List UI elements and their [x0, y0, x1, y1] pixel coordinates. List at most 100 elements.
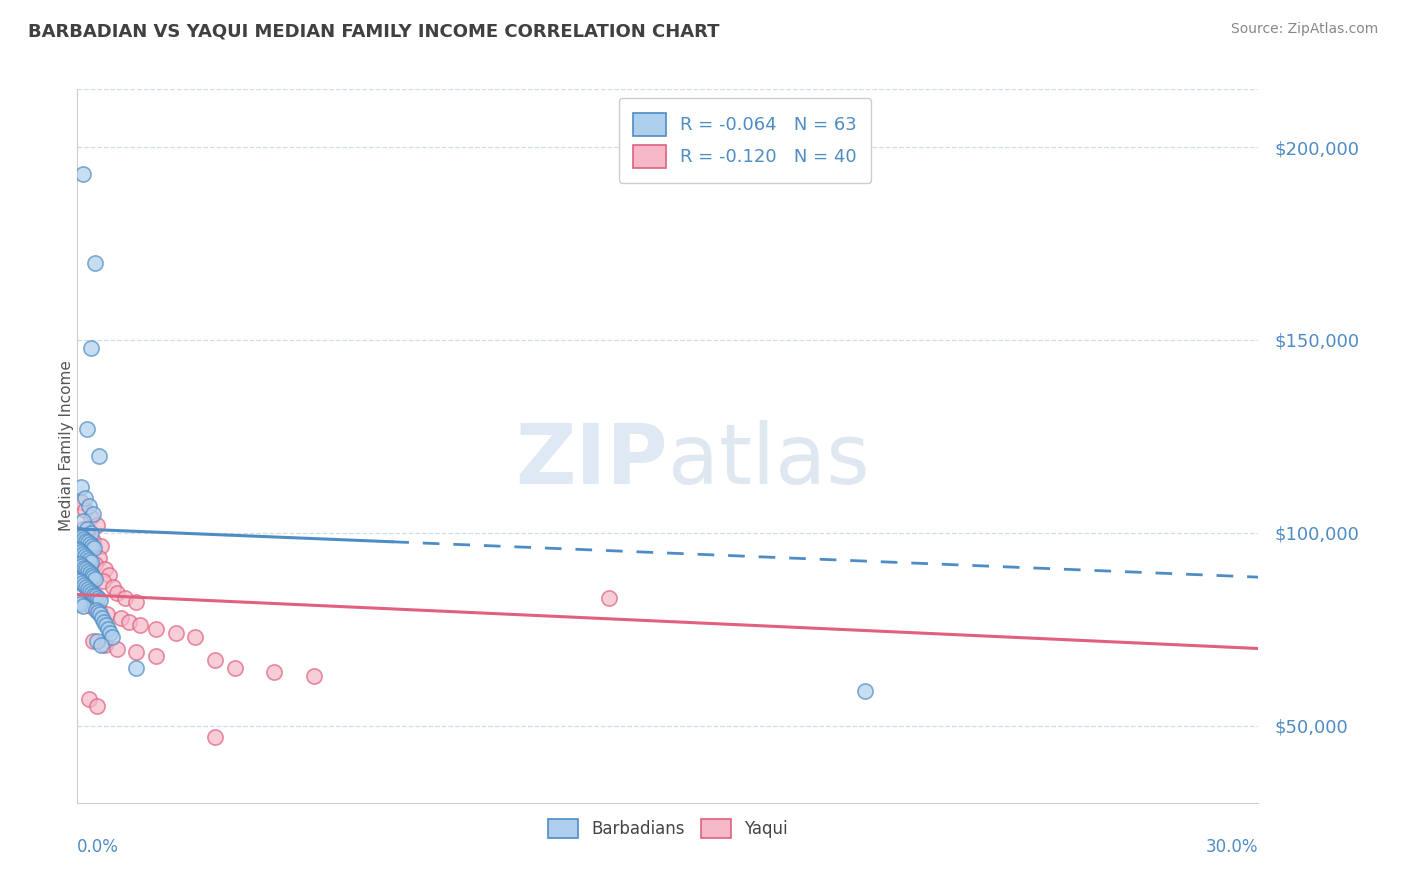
- Point: [69, 597, 91, 611]
- Point: [75, 491, 97, 505]
- Point: [86, 633, 108, 648]
- Point: [72, 560, 94, 574]
- Point: [117, 615, 139, 629]
- Text: ZIP: ZIP: [516, 420, 668, 500]
- Point: [204, 730, 226, 744]
- Point: [83, 541, 105, 556]
- Point: [101, 630, 124, 644]
- Point: [77, 691, 100, 706]
- Point: [82, 507, 104, 521]
- Point: [76, 527, 98, 541]
- Point: [77, 545, 100, 559]
- Point: [70, 558, 93, 573]
- Point: [75, 580, 97, 594]
- Point: [77, 582, 100, 596]
- Point: [67, 543, 90, 558]
- Point: [75, 533, 97, 548]
- Y-axis label: Median Family Income: Median Family Income: [59, 360, 73, 532]
- Point: [77, 553, 100, 567]
- Point: [129, 618, 152, 632]
- Point: [263, 665, 285, 679]
- Point: [73, 578, 96, 592]
- Text: Source: ZipAtlas.com: Source: ZipAtlas.com: [1230, 22, 1378, 37]
- Point: [77, 535, 100, 549]
- Point: [70, 479, 93, 493]
- Point: [69, 557, 91, 571]
- Point: [90, 539, 112, 553]
- Point: [853, 684, 876, 698]
- Point: [97, 568, 120, 582]
- Point: [72, 167, 94, 181]
- Point: [76, 565, 98, 579]
- Point: [80, 525, 103, 540]
- Point: [70, 545, 93, 559]
- Point: [82, 533, 104, 548]
- Point: [82, 539, 104, 553]
- Text: atlas: atlas: [668, 420, 869, 500]
- Point: [72, 599, 94, 613]
- Point: [80, 585, 103, 599]
- Point: [94, 618, 117, 632]
- Point: [125, 645, 148, 659]
- Point: [93, 615, 115, 629]
- Point: [75, 562, 97, 576]
- Legend: Barbadians, Yaqui: Barbadians, Yaqui: [541, 812, 794, 845]
- Point: [82, 570, 104, 584]
- Text: 0.0%: 0.0%: [77, 838, 120, 855]
- Point: [94, 638, 117, 652]
- Point: [72, 547, 94, 561]
- Point: [89, 607, 111, 621]
- Point: [79, 537, 101, 551]
- Point: [302, 668, 325, 682]
- Point: [82, 633, 104, 648]
- Point: [145, 622, 167, 636]
- Point: [70, 495, 93, 509]
- Point: [204, 653, 226, 667]
- Point: [79, 583, 101, 598]
- Point: [184, 630, 207, 644]
- Point: [79, 566, 101, 581]
- Point: [67, 595, 90, 609]
- Point: [105, 641, 128, 656]
- Point: [76, 522, 98, 536]
- Point: [72, 576, 94, 591]
- Point: [84, 572, 107, 586]
- Point: [98, 626, 121, 640]
- Point: [89, 593, 111, 607]
- Point: [84, 603, 107, 617]
- Point: [105, 585, 128, 599]
- Point: [224, 661, 246, 675]
- Point: [73, 549, 96, 563]
- Text: 30.0%: 30.0%: [1206, 838, 1258, 855]
- Point: [76, 422, 98, 436]
- Point: [125, 595, 148, 609]
- Point: [101, 580, 124, 594]
- Point: [75, 502, 97, 516]
- Point: [80, 510, 103, 524]
- Text: BARBADIAN VS YAQUI MEDIAN FAMILY INCOME CORRELATION CHART: BARBADIAN VS YAQUI MEDIAN FAMILY INCOME …: [28, 22, 720, 40]
- Point: [125, 661, 148, 675]
- Point: [165, 626, 187, 640]
- Point: [83, 587, 105, 601]
- Point: [73, 532, 96, 546]
- Point: [84, 557, 107, 571]
- Point: [87, 591, 110, 606]
- Point: [110, 610, 132, 624]
- Point: [69, 574, 91, 588]
- Point: [94, 562, 117, 576]
- Point: [69, 527, 91, 541]
- Point: [91, 574, 114, 588]
- Point: [76, 550, 98, 565]
- Point: [80, 341, 103, 355]
- Point: [84, 590, 107, 604]
- Point: [80, 555, 103, 569]
- Point: [84, 256, 107, 270]
- Point: [86, 518, 108, 533]
- Point: [87, 449, 110, 463]
- Point: [114, 591, 136, 606]
- Point: [97, 622, 120, 636]
- Point: [145, 649, 167, 664]
- Point: [598, 591, 620, 606]
- Point: [87, 603, 110, 617]
- Point: [96, 607, 118, 621]
